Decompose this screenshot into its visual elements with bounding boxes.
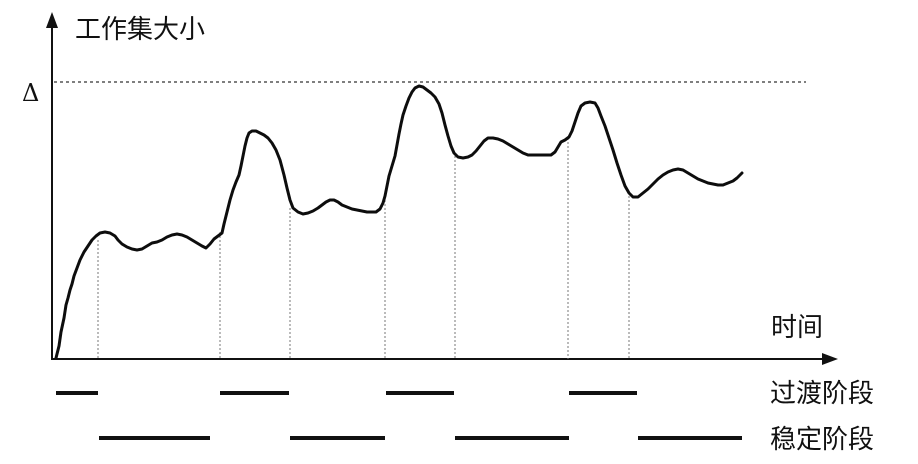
y-axis-label: 工作集大小 — [75, 15, 205, 45]
x-axis-label: 时间 — [771, 313, 823, 343]
working-set-curve — [54, 84, 744, 360]
delta-label: Δ — [22, 79, 39, 107]
x-axis-arrow-icon — [822, 353, 838, 365]
y-axis-arrow-icon — [46, 12, 58, 28]
transition-phase-label: 过渡阶段 — [770, 379, 874, 409]
stable-phase-label: 稳定阶段 — [770, 425, 874, 455]
phase-boundary-lines — [97, 138, 630, 359]
